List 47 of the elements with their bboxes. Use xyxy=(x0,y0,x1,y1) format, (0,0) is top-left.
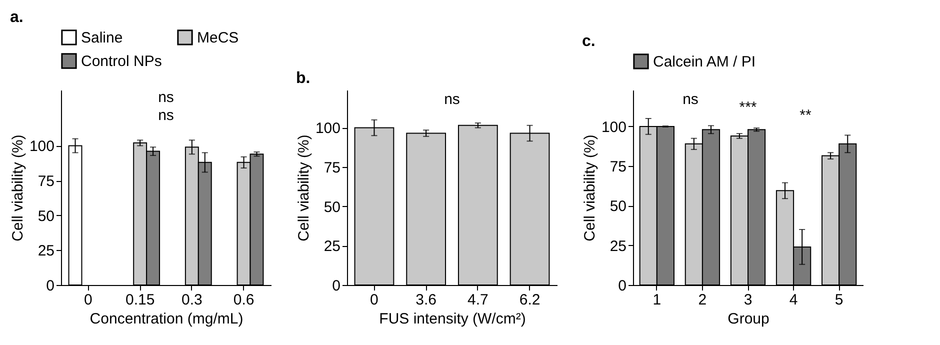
y-tick-label: 75 xyxy=(38,173,54,190)
x-tick-label: 5 xyxy=(834,292,844,308)
annotation: ns xyxy=(682,91,698,108)
y-tick-label: 25 xyxy=(610,238,626,255)
y-tick-label: 100 xyxy=(29,138,54,156)
y-tick-label: 0 xyxy=(618,278,626,294)
x-tick-label: 2 xyxy=(698,292,707,308)
annotation: ** xyxy=(800,107,812,124)
y-axis-title: Cell viability (%) xyxy=(9,134,26,242)
x-tick-label: 3 xyxy=(744,292,752,308)
annotation: ns xyxy=(158,89,174,106)
y-tick-label: 0 xyxy=(332,278,340,294)
y-tick-label: 75 xyxy=(610,158,626,176)
x-tick-label: 4 xyxy=(789,292,798,308)
y-axis-title: Cell viability (%) xyxy=(581,134,598,242)
x-tick-label: 6.2 xyxy=(519,292,540,308)
y-tick-label: 100 xyxy=(601,118,626,136)
y-tick-label: 0 xyxy=(46,278,54,294)
x-tick-label: 4.7 xyxy=(467,292,488,308)
legend-label: Calcein AM / PI xyxy=(653,53,756,70)
x-tick-label: 0.6 xyxy=(233,292,254,308)
y-axis-title: Cell viability (%) xyxy=(295,134,312,242)
chart-title: b. xyxy=(296,70,310,87)
x-axis-title: Group xyxy=(728,310,770,328)
legend-label: MeCS xyxy=(197,29,239,46)
annotation: ns xyxy=(158,107,174,124)
x-tick-label: 0.3 xyxy=(181,292,202,308)
chart-title: c. xyxy=(582,33,596,50)
y-tick-label: 75 xyxy=(324,160,340,177)
y-tick-label: 50 xyxy=(610,198,626,216)
x-axis-title: FUS intensity (W/cm²) xyxy=(379,310,526,328)
y-tick-label: 50 xyxy=(38,208,54,225)
x-tick-label: 0.15 xyxy=(125,292,155,308)
legend-label: Control NPs xyxy=(81,53,162,70)
annotation: *** xyxy=(739,99,757,116)
chart-title: a. xyxy=(10,9,24,26)
x-tick-label: 0 xyxy=(370,292,378,308)
y-tick-label: 25 xyxy=(38,242,54,260)
y-tick-label: 100 xyxy=(315,120,340,138)
y-tick-label: 25 xyxy=(324,238,340,256)
y-tick-label: 50 xyxy=(324,198,340,216)
x-tick-label: 0 xyxy=(84,292,92,308)
x-tick-label: 1 xyxy=(652,292,662,308)
x-tick-label: 3.6 xyxy=(416,292,437,308)
annotation: ns xyxy=(444,91,460,108)
legend-label: Saline xyxy=(81,29,123,46)
x-axis-title: Concentration (mg/mL) xyxy=(90,310,244,328)
